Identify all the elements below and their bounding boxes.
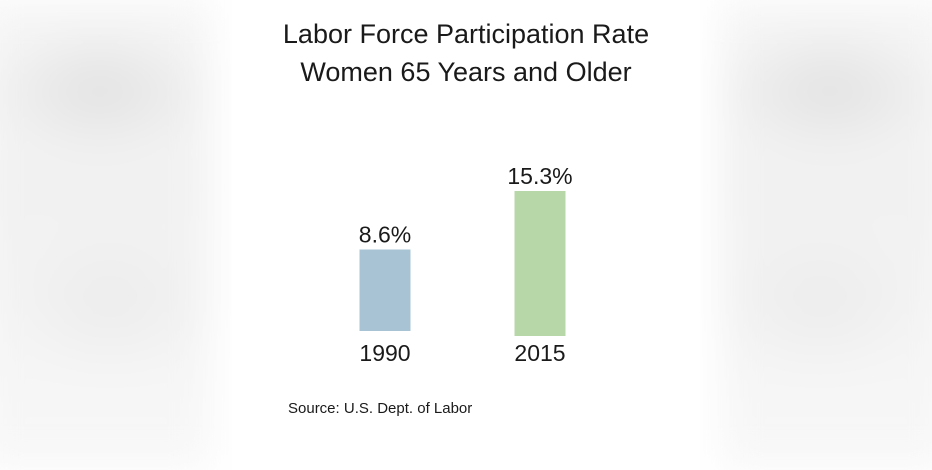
- chart-title: Labor Force Participation Rate: [282, 19, 650, 49]
- data-label-1990: 8.6%: [359, 221, 411, 247]
- bar-plot: 8.6% 1990 15.3% 2015: [359, 163, 573, 366]
- data-label-2015: 15.3%: [507, 163, 572, 189]
- category-label-1990: 1990: [359, 340, 410, 366]
- blurred-background-right: [720, 0, 932, 470]
- chart-panel: Labor Force Participation Rate Women 65 …: [232, 0, 700, 470]
- bar-1990: [359, 249, 411, 331]
- category-label-2015: 2015: [514, 340, 565, 366]
- source-note: Source: U.S. Dept. of Labor: [288, 400, 473, 417]
- bar-2015: [514, 191, 566, 336]
- blurred-background-left: [0, 0, 212, 470]
- chart-subtitle: Women 65 Years and Older: [300, 57, 632, 87]
